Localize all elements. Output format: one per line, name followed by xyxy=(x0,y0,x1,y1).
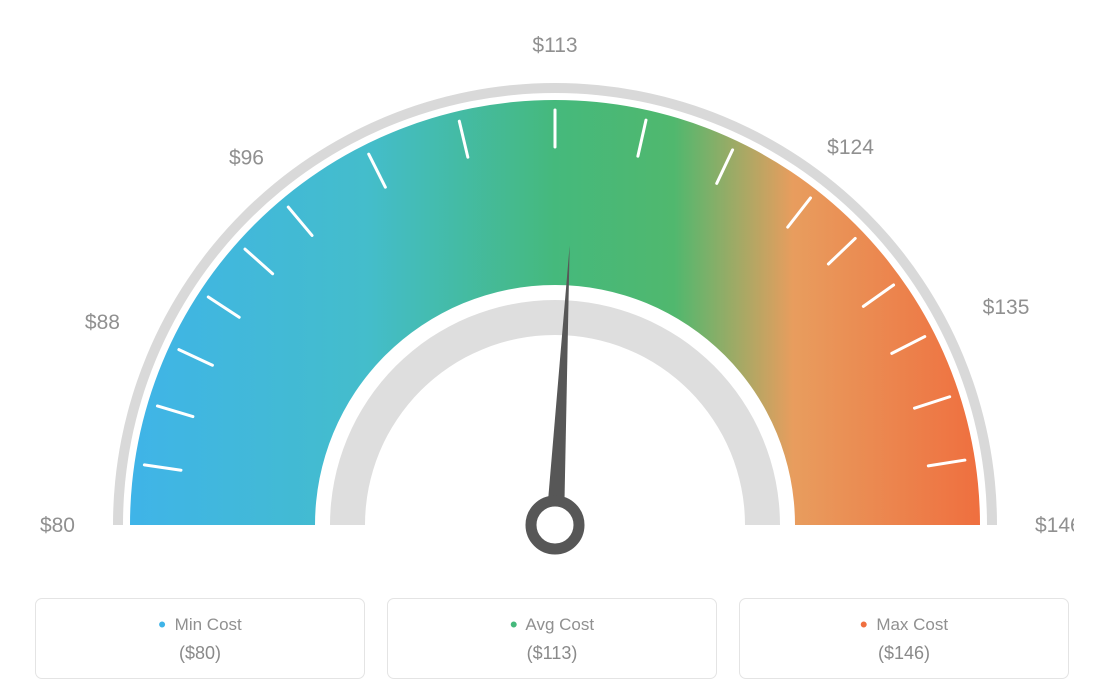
svg-text:$135: $135 xyxy=(983,296,1030,319)
gauge-svg: $80 $88 $96 $113 $124 $135 $146 xyxy=(30,20,1074,580)
svg-text:$80: $80 xyxy=(40,514,75,537)
legend-card-max: • Max Cost ($146) xyxy=(739,598,1069,679)
svg-text:$146: $146 xyxy=(1035,514,1074,537)
svg-text:$96: $96 xyxy=(229,146,264,169)
legend-card-avg: • Avg Cost ($113) xyxy=(387,598,717,679)
gauge-chart: $80 $88 $96 $113 $124 $135 $146 xyxy=(30,20,1074,580)
legend-min-dot: • xyxy=(158,612,166,637)
legend-min-title: • Min Cost xyxy=(46,615,354,635)
svg-text:$88: $88 xyxy=(85,311,120,334)
legend-avg-label: Avg Cost xyxy=(525,615,594,634)
legend-avg-value: ($113) xyxy=(398,643,706,664)
legend-max-title: • Max Cost xyxy=(750,615,1058,635)
svg-text:$113: $113 xyxy=(532,34,577,57)
legend-card-min: • Min Cost ($80) xyxy=(35,598,365,679)
svg-text:$124: $124 xyxy=(827,136,874,159)
legend-row: • Min Cost ($80) • Avg Cost ($113) • Max… xyxy=(30,598,1074,679)
legend-max-label: Max Cost xyxy=(876,615,948,634)
legend-avg-title: • Avg Cost xyxy=(398,615,706,635)
legend-max-value: ($146) xyxy=(750,643,1058,664)
legend-min-value: ($80) xyxy=(46,643,354,664)
legend-min-label: Min Cost xyxy=(175,615,242,634)
legend-avg-dot: • xyxy=(510,612,518,637)
legend-max-dot: • xyxy=(860,612,868,637)
